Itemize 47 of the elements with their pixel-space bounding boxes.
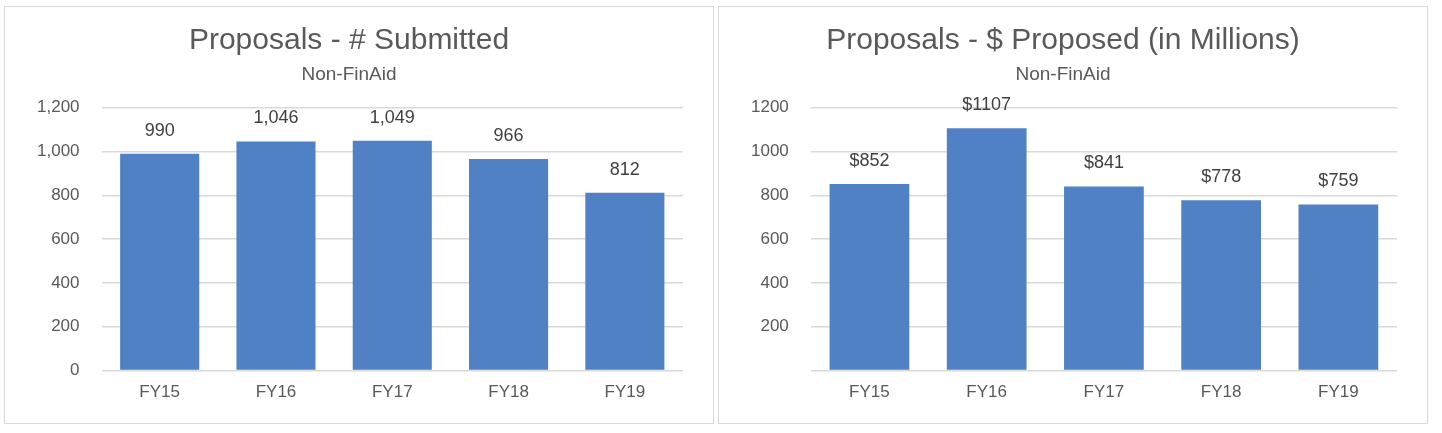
bar [829,184,910,370]
bar [1181,200,1262,370]
x-tick-label: FY16 [255,382,297,402]
y-tick-label: 800 [51,185,80,205]
data-label: 990 [144,119,175,140]
data-label: $852 [849,149,890,170]
data-label: 1,046 [253,107,299,128]
chart-title: Proposals - # Submitted [188,22,510,56]
data-label: $1107 [962,94,1012,115]
bar [1064,186,1144,370]
y-tick-label: 200 [760,316,789,336]
y-tick-label: 200 [51,316,80,336]
data-label: 966 [493,125,524,146]
data-label: $759 [1318,170,1359,191]
x-tick-label: FY16 [966,382,1007,402]
bar [120,153,200,370]
y-tick-label: 600 [760,228,789,248]
x-tick-label: FY19 [604,382,646,402]
y-tick-label: 400 [51,272,80,292]
x-tick-label: FY18 [1200,382,1242,402]
bar [585,192,665,370]
bar [469,159,549,370]
data-label: $778 [1201,166,1242,187]
bar [352,140,432,370]
x-tick-label: FY17 [371,382,413,402]
chart-title: Proposals - $ Proposed (in Millions) [826,22,1300,56]
bar [1298,204,1379,370]
y-tick-label: 1200 [750,97,789,117]
bar [236,141,316,370]
x-tick-label: FY17 [1083,382,1125,402]
y-tick-label: 1000 [750,141,789,161]
y-tick-label: 400 [760,272,789,292]
chart-subtitle: Non-FinAid [301,62,397,84]
data-label: 1,049 [369,106,415,127]
y-tick-label: 1,200 [36,97,80,117]
x-tick-label: FY15 [139,382,181,402]
y-tick-label: 1,000 [36,141,80,161]
chart-subtitle: Non-FinAid [1015,62,1111,84]
data-label: 812 [609,158,640,179]
bar [946,128,1027,370]
y-tick-label: 800 [760,185,789,205]
x-tick-label: FY18 [488,382,529,402]
data-label: $841 [1083,152,1124,173]
x-tick-label: FY15 [849,382,890,402]
y-tick-label: 600 [51,228,80,248]
y-tick-label: 0 [70,360,80,380]
x-tick-label: FY19 [1318,382,1359,402]
